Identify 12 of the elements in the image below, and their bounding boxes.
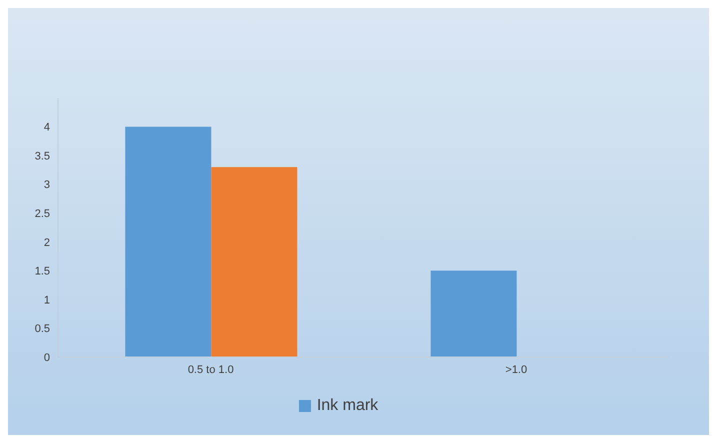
y-tick-label: 4 (44, 122, 50, 134)
y-tick-label: 3.5 (34, 150, 50, 162)
x-tick-label: >1.0 (505, 364, 528, 376)
y-tick-label: 1.5 (34, 266, 50, 278)
y-tick-label: 3 (44, 179, 50, 192)
y-tick-label: 1 (44, 294, 50, 306)
y-tick-label: 0.5 (34, 323, 50, 336)
x-tick-label: 0.5 to 1.0 (188, 364, 234, 376)
legend-label: Ink mark (316, 397, 378, 415)
y-tick-label: 2.5 (34, 208, 50, 220)
y-tick-label: 0 (44, 352, 50, 364)
y-tick-label: 2 (44, 236, 50, 249)
